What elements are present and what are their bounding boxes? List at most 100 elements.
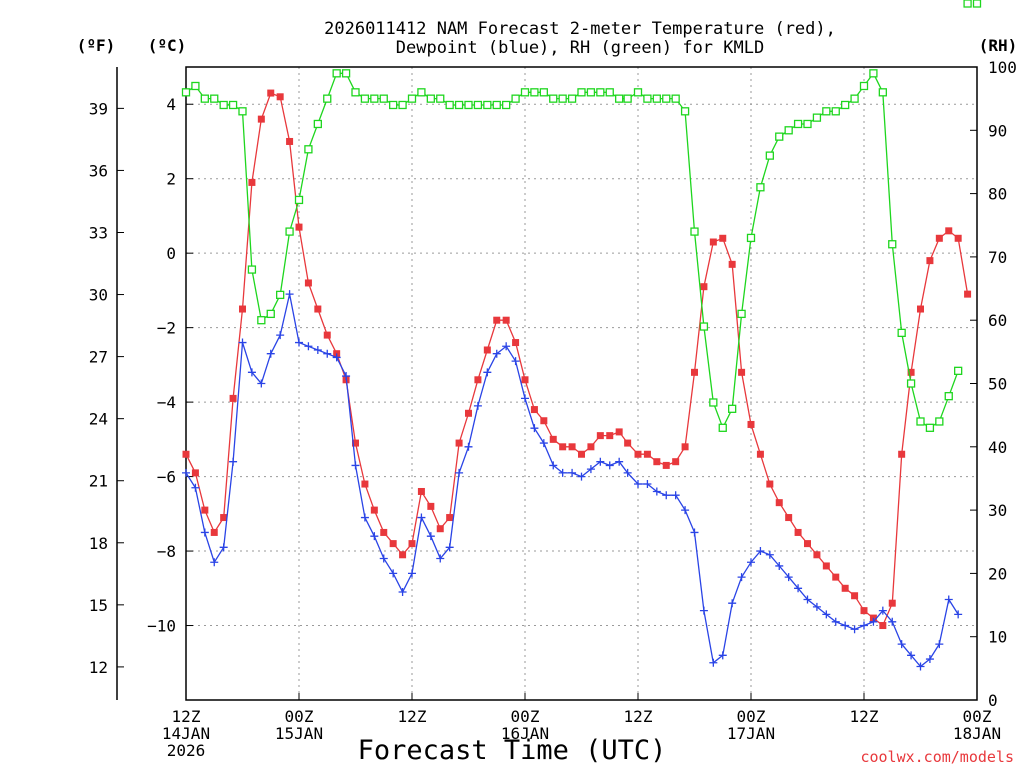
dewpoint-point	[210, 558, 219, 567]
rh-point	[756, 183, 765, 192]
temperature-point	[530, 406, 538, 414]
temperature-point	[483, 346, 491, 354]
temperature-point	[248, 178, 256, 186]
dewpoint-point	[822, 610, 831, 619]
temperature-point	[700, 283, 708, 291]
rh-tick-label: 30	[988, 501, 1007, 520]
fahrenheit-tick-label: 30	[89, 286, 108, 305]
temperature-point	[832, 573, 840, 581]
chart-title-line1: 2026011412 NAM Forecast 2-meter Temperat…	[324, 19, 836, 39]
rh-point	[436, 94, 445, 103]
rh-point	[511, 94, 520, 103]
x-tick-label: 17JAN	[727, 724, 775, 743]
fahrenheit-tick-label: 39	[89, 99, 108, 118]
temperature-point	[417, 487, 425, 495]
rh-point	[633, 88, 643, 97]
rh-point	[916, 417, 925, 426]
celsius-tick-label: −2	[157, 319, 176, 338]
temperature-point	[446, 514, 454, 522]
rh-tick-label: 100	[988, 58, 1017, 77]
temperature-point	[380, 528, 388, 536]
temperature-point	[672, 458, 680, 466]
dewpoint-point	[623, 468, 632, 477]
rh-point	[492, 100, 501, 110]
temperature-point	[860, 607, 868, 615]
temperature-point	[436, 525, 444, 533]
dewpoint-point	[671, 491, 680, 500]
x-tick-label: 14JAN	[162, 724, 210, 743]
rh-point	[313, 119, 322, 129]
celsius-tick-label: −4	[157, 393, 176, 412]
dewpoint-point	[586, 465, 595, 474]
dewpoint-point	[841, 621, 850, 630]
dewpoint-point	[285, 290, 294, 299]
dewpoint-point	[417, 513, 426, 522]
rh-point	[445, 100, 454, 110]
temperature-point	[681, 443, 689, 451]
dewpoint-point	[728, 599, 737, 608]
temperature-point	[304, 279, 312, 287]
temperature-point	[286, 137, 294, 145]
celsius-tick-label: 2	[166, 170, 176, 189]
temperature-point	[559, 443, 567, 451]
rh-point	[972, 0, 982, 8]
rh-point	[643, 94, 652, 103]
dewpoint-point	[473, 401, 482, 410]
dewpoint-point	[360, 513, 369, 522]
rh-tick-label: 40	[988, 438, 1007, 457]
grid-lines	[186, 67, 977, 700]
dewpoint-point	[389, 569, 398, 578]
temperature-point	[719, 234, 727, 242]
rh-point	[210, 94, 219, 103]
rh-point	[925, 423, 935, 432]
rh-point	[360, 94, 370, 103]
rh-point	[181, 88, 191, 97]
rh-point	[605, 88, 614, 97]
celsius-unit-label: (ºC)	[148, 36, 187, 55]
rh-point	[878, 88, 887, 97]
temperature-point	[276, 93, 284, 101]
x-tick-label: 12Z	[624, 707, 653, 726]
rh-point	[549, 94, 558, 103]
temperature-point	[587, 443, 595, 451]
series-line	[185, 72, 959, 430]
rh-tick-label: 0	[988, 691, 998, 710]
temperature-point	[502, 316, 510, 324]
temperature-point	[549, 435, 557, 443]
temperature-point	[295, 223, 303, 231]
temperature-point	[898, 450, 906, 458]
dewpoint-point	[257, 379, 266, 388]
temperature-point	[267, 89, 275, 97]
rh-point	[662, 94, 671, 103]
rh-point	[841, 100, 850, 110]
series-line	[185, 92, 969, 627]
temperature-point	[738, 368, 746, 376]
dewpoint-point	[690, 528, 699, 537]
temperature-point	[615, 428, 623, 436]
temperature-point	[653, 458, 661, 466]
rh-point	[228, 100, 238, 110]
temperature-point	[691, 368, 698, 376]
temperature-point	[606, 432, 614, 440]
temperature-point	[427, 502, 435, 510]
plot-frame	[185, 66, 978, 701]
fahrenheit-tick-label: 27	[89, 348, 108, 367]
dewpoint-point	[596, 457, 605, 466]
dewpoint-point	[775, 561, 784, 570]
dewpoint-point	[436, 554, 445, 563]
celsius-tick-label: 4	[166, 95, 176, 114]
rh-point	[718, 423, 727, 432]
dewpoint-point	[577, 472, 586, 481]
temperature-point	[596, 432, 604, 440]
temperature-point	[917, 305, 924, 313]
dewpoint-point	[426, 532, 435, 541]
dewpoint-point	[558, 468, 567, 477]
temperature-point	[399, 551, 407, 559]
celsius-tick-label: −8	[157, 542, 176, 561]
temperature-point	[389, 540, 397, 548]
dewpoint-point	[634, 480, 642, 489]
rh-tick-label: 90	[988, 121, 1007, 140]
rh-point	[257, 316, 266, 325]
dewpoint-point	[662, 491, 671, 500]
temperature-point	[493, 316, 501, 324]
